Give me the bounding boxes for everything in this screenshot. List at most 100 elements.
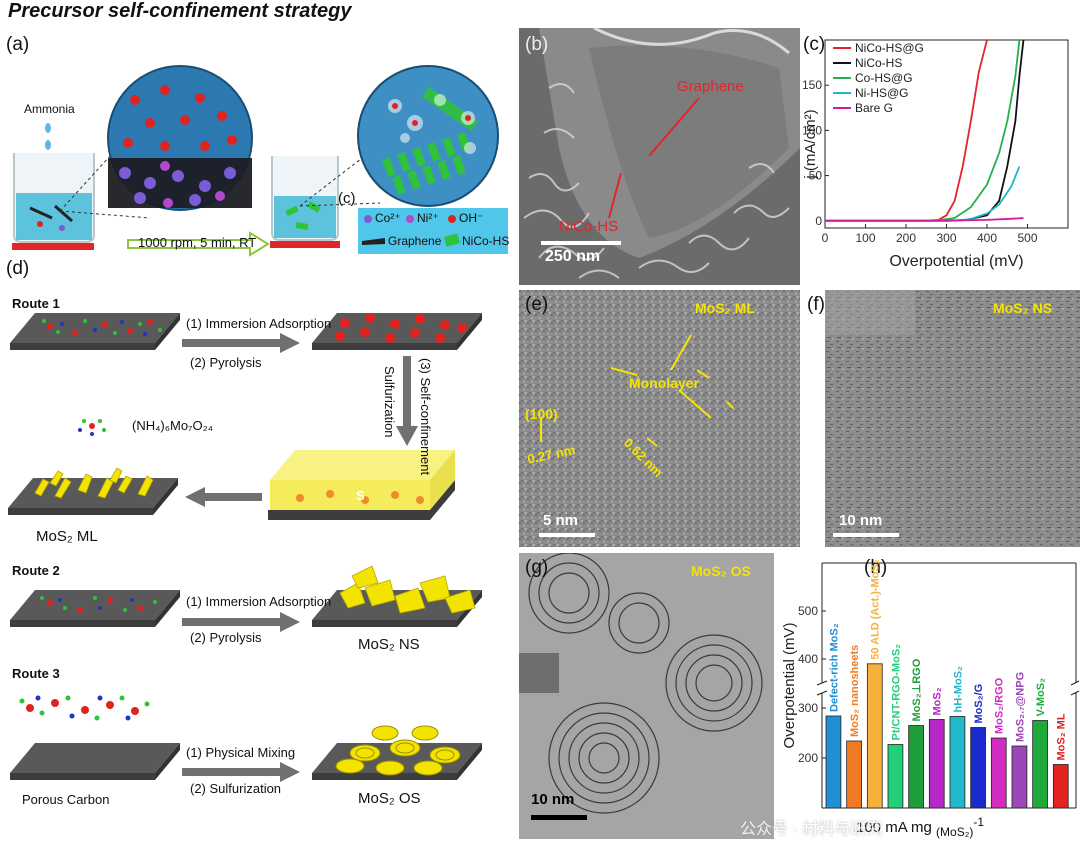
x-tick-label: 0	[822, 231, 829, 245]
tem-onions	[519, 553, 774, 839]
panel-b-scale: 250 nm	[545, 248, 601, 265]
x-tick-label: 300	[936, 231, 956, 245]
bar-label-11: MoS₂ ML	[1056, 713, 1068, 760]
bar-7	[970, 727, 986, 809]
scale-bar	[531, 815, 587, 820]
panel-f: (f) MoS₂ NS 10 nm	[803, 290, 1080, 547]
x-tick-label: 500	[1017, 231, 1037, 245]
bar-8	[990, 737, 1007, 809]
legend-entry: Co-HS@G	[855, 71, 913, 85]
route-1-step-3a: (3) Self-confinement	[418, 358, 433, 476]
mos2-ml-label: MoS₂ ML	[36, 528, 98, 545]
bar-label-8: MoS₂/RGO	[994, 677, 1006, 734]
nicohs-marker	[443, 233, 461, 247]
panel-h-label: (h)	[864, 557, 888, 578]
precursor-molecules	[47, 319, 153, 336]
bar-label-1: MoS₂ nanosheets	[849, 645, 861, 737]
legend-co: Co²⁺	[375, 211, 401, 225]
bar-1	[846, 740, 862, 809]
panel-a-illustration	[12, 65, 508, 257]
y-tick-label: 100	[803, 123, 822, 137]
precursor-legend-molecule	[78, 419, 106, 436]
sem-pointers	[608, 97, 700, 219]
legend-box	[358, 208, 508, 254]
scale-bar	[541, 241, 621, 245]
legend-ni: Ni²⁺	[417, 211, 439, 225]
graphene-marker	[362, 238, 385, 245]
series-line-2	[825, 39, 1021, 222]
y-tick-label: 200	[798, 751, 818, 765]
tem-noise	[519, 290, 800, 547]
ammonia-drop	[45, 123, 51, 133]
bar-3	[887, 744, 904, 809]
arrow-left	[185, 487, 262, 507]
ammonia-drop	[45, 140, 51, 150]
y-tick-label: 150	[803, 78, 822, 92]
arrow-right	[182, 333, 300, 353]
inset-c-label: (c)	[338, 190, 356, 207]
panel-e-tag: MoS₂ ML	[695, 300, 755, 316]
routes-illustration	[8, 313, 482, 782]
bar-label-6: hH-MoS₂	[952, 666, 964, 713]
tem-noise	[825, 290, 1080, 547]
bar-label-3: Pt/CNT-RGO-MoS₂	[890, 644, 902, 741]
route-3-title: Route 3	[12, 666, 60, 681]
scale-bar	[833, 533, 899, 537]
process-arrow	[127, 231, 270, 257]
panel-f-scale: 10 nm	[839, 512, 883, 529]
mos2-ns-label: MoS₂ NS	[358, 636, 420, 653]
x-tick-label: 400	[977, 231, 997, 245]
bar-label-5: MoS₂	[932, 687, 944, 715]
y-tick-label: 50	[809, 169, 823, 183]
pyrolysis-particles	[335, 313, 467, 343]
arrow-down	[396, 356, 418, 446]
bar-5	[928, 719, 945, 809]
y-tick-label: 400	[798, 652, 818, 666]
bar-9	[1011, 745, 1028, 809]
legend-entry: Bare G	[855, 101, 893, 115]
panel-e-scale: 5 nm	[543, 512, 579, 529]
series-line-0	[825, 39, 988, 222]
route-2-step-2: (2) Pyrolysis	[190, 630, 262, 645]
scale-bar	[539, 533, 595, 537]
panel-h-chart: (h) 200 300 400 500 Overpotential (mV) Defect…	[776, 553, 1080, 843]
y-axis-label: j (mA/cm²)	[803, 109, 819, 179]
panel-h-xlabel: 100 mA mg (MoS₂)-1	[856, 815, 984, 839]
figure-title: Precursor self-confinement strategy	[8, 0, 352, 22]
route-3-step-2: (2) Sulfurization	[190, 781, 282, 796]
panel-c-label: (c)	[803, 34, 826, 55]
co-marker	[364, 215, 372, 223]
panel-c-chart: (c) 0 100 200 300 400 500 0 50 100 150 Overpotenti…	[803, 28, 1080, 285]
nicohs-annotation: NiCo-HS	[559, 218, 619, 235]
watermark: 公众号 · 材料与研究	[740, 821, 883, 838]
xlabel-sub: (MoS₂)	[936, 825, 974, 839]
panel-g-tem: (g) MoS₂ OS 10 nm	[519, 553, 774, 839]
beaker-2	[270, 156, 340, 248]
porous-carbon-label: Porous Carbon	[22, 792, 110, 807]
bar-label-0: Defect-rich MoS₂	[828, 623, 840, 712]
bar-10	[1032, 720, 1048, 809]
y-tick-label: 0	[815, 214, 822, 228]
legend-nicohs: NiCo-HS	[462, 234, 510, 248]
precursor-formula: (NH₄)₆Mo₇O₂₄	[132, 418, 213, 433]
x-tick-label: 100	[855, 231, 875, 245]
axis-break-mark	[816, 680, 828, 686]
route-3-step-1: (1) Physical Mixing	[186, 745, 296, 760]
axis-break-mark	[816, 690, 828, 696]
panel-f-tag: MoS₂ NS	[993, 300, 1053, 316]
route-1-step-1: (1) Immersion Adsorption	[186, 316, 332, 331]
mos2-nanosheets	[339, 565, 476, 614]
polarization-chart: 0 100 200 300 400 500 0 50 100 150 Overpotential (…	[803, 39, 1069, 270]
ni-marker	[406, 215, 414, 223]
arrow-right	[182, 762, 300, 782]
bar-label-10: V-MoS₂	[1035, 678, 1047, 717]
bar-2	[866, 663, 883, 809]
precursor-molecules	[60, 320, 147, 336]
zoom-bubble-2	[299, 65, 499, 207]
axis-break-mark	[1070, 680, 1080, 686]
route-1-title: Route 1	[12, 296, 60, 311]
x-tick-label: 200	[896, 231, 916, 245]
y-tick-label: 300	[798, 701, 818, 715]
condition-label: 1000 rpm, 5 min, RT	[138, 235, 257, 250]
sulfur-label: S	[356, 488, 365, 503]
